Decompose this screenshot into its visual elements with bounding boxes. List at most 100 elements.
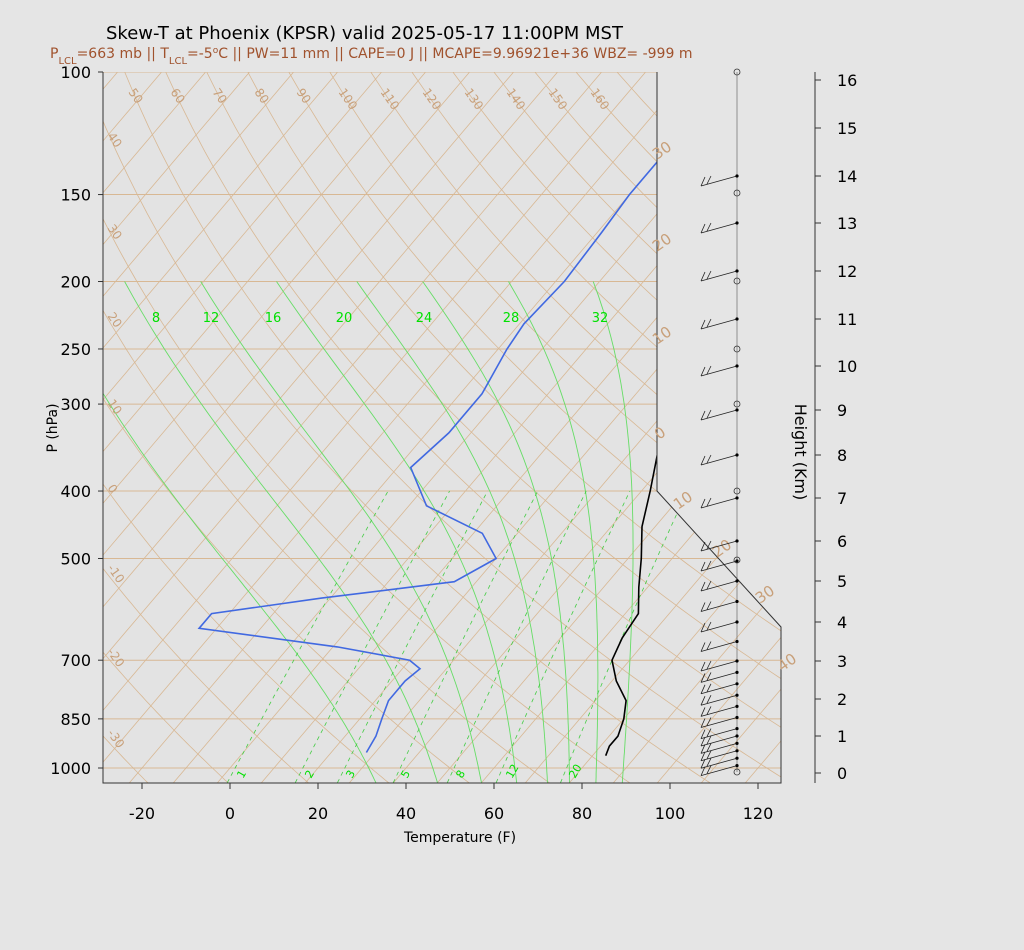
dry-adiabat	[191, 72, 781, 783]
wind-barb-flag	[700, 223, 706, 234]
wind-barb-flag	[706, 318, 712, 328]
subtitle-p: P	[50, 46, 58, 62]
isotherm-line	[103, 72, 717, 783]
wind-barb-flag	[700, 759, 706, 769]
subtitle-degree: o	[213, 46, 219, 56]
wind-barb-dot	[735, 408, 739, 412]
subtitle-lcl-sub: LCL	[58, 56, 77, 67]
moist-adiabat	[276, 281, 518, 783]
wind-barb-flag	[706, 601, 712, 610]
y-tick-label: 500	[60, 549, 91, 568]
wind-barb-flag	[706, 695, 712, 704]
y-axis-label: P (hPa)	[45, 403, 61, 452]
moist-adiabat	[422, 281, 570, 783]
wind-barb-staff	[700, 365, 738, 377]
height-tick-label: 3	[837, 652, 847, 671]
mixing-ratio-line	[446, 490, 587, 783]
isotherm-line	[103, 72, 277, 783]
wind-barb-staff	[700, 660, 738, 672]
x-tick-label: 80	[572, 804, 592, 823]
mixing-ratio-label-top: 16	[265, 311, 282, 326]
mixing-ratio-label-top: 20	[336, 311, 353, 326]
wind-barb-dot	[735, 453, 739, 457]
dry-adiabat	[103, 72, 711, 783]
wind-barb-staff	[700, 757, 738, 769]
wind-barb-dot	[735, 693, 739, 697]
chart-title: Skew-T at Phoenix (KPSR) valid 2025-05-1…	[106, 23, 624, 44]
x-tick-label: 100	[655, 804, 686, 823]
isotherm-line	[613, 72, 781, 783]
wind-barb-dot	[735, 539, 739, 543]
isotherm-line	[103, 72, 233, 783]
wind-barb-flag	[706, 728, 712, 737]
wind-barb-flag	[706, 735, 712, 745]
wind-barb-flag	[700, 707, 706, 717]
wind-barb-staff	[700, 717, 738, 728]
y-tick-label: 1000	[50, 759, 91, 778]
wind-barb-dot	[735, 715, 739, 720]
plot-area	[103, 72, 781, 783]
dry-adiabat	[103, 72, 229, 783]
wind-barb-flag	[700, 541, 706, 552]
height-tick-label: 6	[837, 532, 847, 551]
isotherm-line	[789, 40, 1024, 783]
wind-barb-flag	[700, 366, 706, 377]
mixing-ratio-label-top: 8	[152, 311, 160, 326]
wind-barb-dot	[735, 174, 739, 178]
wind-barb-flag	[700, 718, 706, 728]
wind-calm-circle	[733, 277, 741, 285]
wind-barb-flag	[706, 270, 712, 280]
wind-calm-circle	[733, 556, 741, 564]
wind-calm-circle	[733, 189, 741, 197]
wind-calm-circle	[733, 400, 741, 408]
mixing-ratio-label-bottom: 20	[566, 762, 584, 781]
temperature-profile	[604, 72, 781, 756]
dewpoint-profile	[197, 72, 748, 753]
wind-barb-staff	[700, 409, 738, 421]
wind-barb-staff	[700, 672, 738, 683]
mixing-ratio-label-top: 28	[503, 311, 520, 326]
wind-barb-staff	[700, 580, 738, 592]
wind-barb-staff	[700, 694, 738, 706]
x-tick-label: -20	[129, 804, 155, 823]
wind-barb-flag	[700, 561, 706, 572]
wind-barb-flag	[706, 409, 712, 419]
wind-barb-flag	[700, 661, 706, 672]
wind-barb-flag	[706, 706, 712, 715]
height-tick-label: 15	[837, 119, 857, 138]
dry-adiabat	[231, 72, 781, 783]
dry-adiabat	[103, 72, 389, 783]
y-tick-label: 200	[60, 273, 91, 292]
isotherm-line	[569, 72, 781, 783]
wind-barb-flag	[700, 751, 706, 761]
wind-barb-staff	[700, 750, 738, 762]
mixing-ratio-label-bottom: 12	[503, 762, 521, 781]
isotherm-line	[1009, 40, 1024, 783]
wind-barb-staff	[700, 175, 738, 187]
wind-barb-staff	[700, 683, 738, 695]
wind-barb-flag	[706, 660, 712, 670]
subtitle-lcl-sub-2: LCL	[169, 56, 188, 67]
wind-barb-staff	[700, 540, 738, 552]
wind-barb-staff	[700, 497, 738, 509]
wind-barb-flag	[706, 683, 712, 692]
height-axis-label: Height (Km)	[791, 404, 810, 501]
wind-barb-staff	[700, 454, 738, 466]
wind-barb-flag	[700, 176, 706, 187]
isotherm-line	[525, 72, 781, 783]
wind-calm-circle	[733, 768, 741, 776]
wind-barb-flag	[700, 736, 706, 747]
wind-calm-circle	[733, 68, 741, 76]
wind-barb-flag	[706, 743, 712, 752]
wind-barb-dot	[735, 221, 739, 225]
height-tick-label: 9	[837, 401, 847, 420]
dry-adiabat	[103, 72, 309, 783]
moist-adiabat	[508, 281, 599, 783]
height-tick-label: 0	[837, 764, 847, 783]
wind-barb-dot	[735, 639, 739, 644]
mixing-ratio-label-top: 24	[416, 311, 433, 326]
isotherm-line	[103, 72, 321, 783]
wind-barb-dot	[735, 734, 739, 738]
wind-barb-staff	[700, 318, 738, 330]
